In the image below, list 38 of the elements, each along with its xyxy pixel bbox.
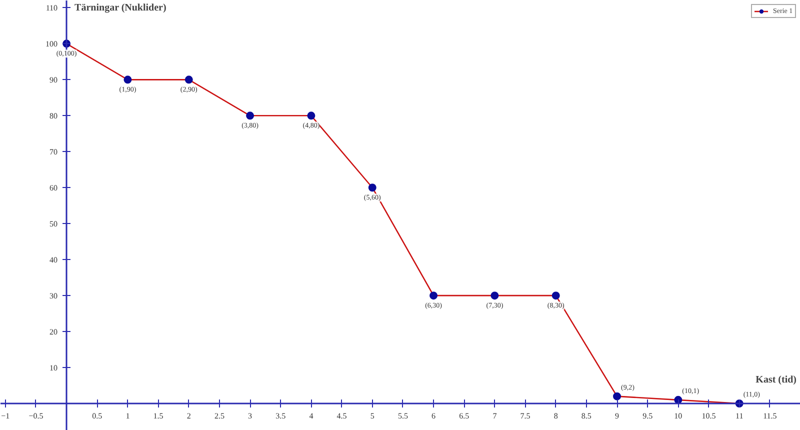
y-tick-label: 40 bbox=[50, 256, 58, 265]
x-tick-label: 10.5 bbox=[702, 412, 716, 421]
y-tick-label: 80 bbox=[50, 112, 58, 121]
y-tick-label: 100 bbox=[46, 40, 58, 49]
x-tick-label: 7.5 bbox=[520, 412, 530, 421]
x-tick-label: 9 bbox=[615, 412, 620, 421]
x-tick-label: 4 bbox=[309, 412, 314, 421]
y-tick-label: 110 bbox=[46, 4, 58, 13]
x-axis-title: Kast (tid) bbox=[756, 374, 797, 386]
x-tick-label: 11 bbox=[735, 412, 744, 421]
x-tick-label: 3 bbox=[248, 412, 252, 421]
x-tick-label: −0.5 bbox=[28, 412, 44, 421]
x-tick-label: 10 bbox=[674, 412, 682, 421]
x-tick-label: 3.5 bbox=[276, 412, 286, 421]
x-tick-label: 6.5 bbox=[459, 412, 470, 421]
y-tick-label: 70 bbox=[50, 148, 58, 157]
y-tick-label: 60 bbox=[50, 184, 58, 193]
x-tick-label: 7 bbox=[492, 412, 497, 421]
y-tick-label: 10 bbox=[50, 364, 58, 373]
x-tick-label: 0.5 bbox=[92, 412, 102, 421]
y-tick-label: 50 bbox=[50, 220, 58, 229]
x-tick-label: 2 bbox=[186, 412, 191, 421]
x-tick-label: 4.5 bbox=[336, 412, 347, 421]
x-tick-label: 9.5 bbox=[642, 412, 653, 421]
y-tick-label: 90 bbox=[50, 76, 58, 85]
x-tick-label: 5 bbox=[370, 412, 374, 421]
x-tick-label: 8 bbox=[554, 412, 558, 421]
y-tick-label: 30 bbox=[50, 292, 58, 301]
x-tick-label: 5.5 bbox=[398, 412, 408, 421]
y-tick-label: 20 bbox=[50, 328, 58, 337]
x-tick-label: 1.5 bbox=[153, 412, 164, 421]
y-axis-title: Tärningar (Nuklider) bbox=[74, 2, 166, 14]
x-tick-label: 2.5 bbox=[214, 412, 224, 421]
x-tick-label: 6 bbox=[432, 412, 436, 421]
x-tick-label: 8.5 bbox=[581, 412, 592, 421]
x-tick-label: −1 bbox=[1, 412, 10, 421]
x-tick-label: 11.5 bbox=[763, 412, 777, 421]
x-tick-label: 1 bbox=[126, 412, 130, 421]
